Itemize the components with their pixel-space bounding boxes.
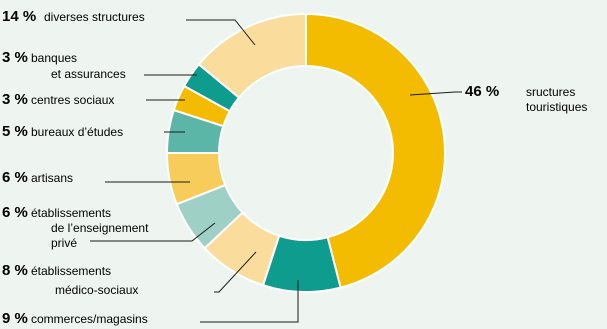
leader-line-touristiques: [409, 91, 462, 96]
label-touristiques: 46 % sructures touristiques: [465, 83, 587, 114]
label-commerces: 9 % commerces/magasins: [2, 310, 148, 327]
donut-slice-1: [305, 12, 446, 289]
label-enseignement: 6 % établissements de l’enseignement pri…: [2, 204, 153, 250]
leader-line-diverses: [186, 19, 256, 46]
leader-line-medico: [214, 251, 257, 293]
leader-line-enseignement: [90, 222, 216, 242]
leader-line-commerces: [200, 280, 299, 323]
label-artisans: 6 % artisans: [2, 169, 73, 186]
label-medico: 8 % établissements médico-sociaux: [2, 262, 138, 297]
label-centres: 3 % centres sociaux: [2, 91, 114, 108]
leader-lines: [90, 19, 462, 323]
label-diverses: 14 % diverses structures: [2, 8, 145, 25]
label-bureaux: 5 % bureaux d’études: [2, 123, 123, 140]
donut-slice-9: [197, 12, 307, 99]
label-banques: 3 % banques et assurances: [2, 49, 126, 81]
donut-slices: [165, 12, 446, 293]
